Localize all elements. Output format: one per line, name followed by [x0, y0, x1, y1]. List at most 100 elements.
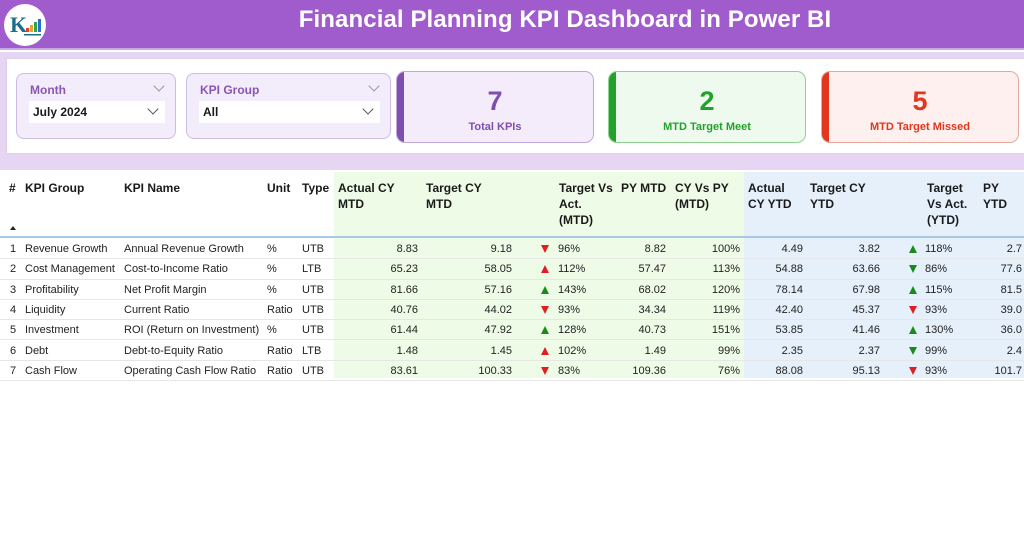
cell-kpi-name: Net Profit Margin — [124, 283, 207, 296]
cell-target-vs-act-ytd: 93% — [925, 303, 948, 316]
page-title: Financial Planning KPI Dashboard in Powe… — [298, 6, 832, 33]
cell-kpi-group: Cost Management — [25, 263, 115, 276]
col-header-kpi-name[interactable]: KPI Name — [124, 181, 181, 195]
cell-num: 5 — [10, 324, 17, 337]
col-header-target-vs-act-mtd[interactable]: Target Vs Act. (MTD) — [559, 180, 613, 228]
header-line: Target Vs — [559, 181, 613, 195]
kpi-group-slicer[interactable]: KPI Group All — [186, 73, 391, 139]
kpi-group-dropdown[interactable]: All — [199, 101, 380, 123]
cell-py-ytd: 2.4 — [1006, 344, 1022, 357]
chevron-down-icon[interactable] — [147, 103, 159, 115]
table-row[interactable]: 7 Cash Flow Operating Cash Flow Ratio Ratio… — [0, 361, 1024, 382]
mtd-target-missed-value: 5 — [912, 86, 928, 116]
svg-text:K: K — [10, 12, 27, 37]
cell-actual-cy-ytd: 88.08 — [775, 364, 803, 377]
cell-num: 1 — [10, 243, 17, 255]
card-accent-bar — [609, 72, 616, 142]
triangle-down-icon — [909, 346, 917, 355]
header-line: PY YTD — [983, 181, 1007, 211]
month-slicer[interactable]: Month July 2024 — [16, 73, 176, 139]
cell-kpi-name: Cost-to-Income Ratio — [124, 263, 228, 276]
col-header-cy-vs-py-mtd[interactable]: CY Vs PY (MTD) — [675, 180, 729, 212]
header-line: Target CY — [810, 181, 866, 195]
cell-target-cy-ytd: 2.37 — [858, 344, 880, 357]
chevron-down-icon[interactable] — [362, 103, 374, 115]
col-header-kpi-group[interactable]: KPI Group — [25, 181, 85, 195]
card-accent-bar — [822, 72, 829, 142]
total-kpis-card: 7 Total KPIs — [396, 71, 594, 143]
mtd-target-meet-label: MTD Target Meet — [663, 121, 751, 133]
triangle-down-icon — [541, 305, 549, 314]
cell-py-mtd: 34.34 — [638, 303, 666, 316]
cell-actual-cy-mtd: 61.44 — [390, 324, 418, 337]
cell-cy-vs-py-mtd: 113% — [712, 263, 740, 276]
col-header-unit[interactable]: Unit — [267, 181, 291, 195]
col-header-type[interactable]: Type — [302, 181, 330, 195]
cell-target-cy-mtd: 9.18 — [490, 243, 512, 255]
cell-actual-cy-ytd: 42.40 — [775, 303, 803, 316]
cell-py-mtd: 68.02 — [638, 283, 666, 296]
cell-actual-cy-ytd: 78.14 — [775, 283, 803, 296]
cell-py-ytd: 2.7 — [1006, 243, 1022, 255]
cell-target-cy-ytd: 63.66 — [852, 263, 880, 276]
col-header-target-cy-ytd[interactable]: Target CY YTD — [810, 180, 866, 212]
table-row[interactable]: 4 Liquidity Current Ratio Ratio UTB 40.76 44.0… — [0, 300, 1024, 321]
cell-unit: % — [267, 263, 277, 276]
cell-target-cy-mtd: 100.33 — [478, 364, 512, 377]
collapse-chevron-icon[interactable] — [368, 80, 380, 92]
mtd-target-meet-value: 2 — [699, 86, 715, 116]
col-header-actual-cy-ytd[interactable]: Actual CY YTD — [748, 180, 792, 212]
cell-unit: Ratio — [267, 303, 293, 316]
cell-type: UTB — [302, 303, 324, 316]
cell-num: 4 — [10, 303, 17, 316]
sort-ascending-icon[interactable] — [10, 226, 16, 230]
cell-target-cy-ytd: 67.98 — [852, 283, 880, 296]
header-bar: K Financial Planning KPI Dashboard in Po… — [0, 0, 1024, 50]
cell-target-vs-act-ytd: 99% — [925, 344, 948, 357]
cell-py-ytd: 77.6 — [1000, 263, 1022, 276]
mtd-section-background — [334, 172, 744, 378]
cell-unit: % — [267, 324, 277, 337]
table-row[interactable]: 3 Profitability Net Profit Margin% UTB 81.66… — [0, 280, 1024, 300]
mtd-target-meet-card: 2 MTD Target Meet — [608, 71, 806, 143]
triangle-up-icon — [541, 285, 549, 294]
company-logo-icon: K — [4, 4, 46, 46]
month-dropdown[interactable]: July 2024 — [29, 101, 165, 123]
table-row[interactable]: 1 Revenue Growth Annual Revenue Growth% UTB… — [0, 239, 1024, 260]
col-header-num[interactable]: # — [9, 181, 16, 195]
cell-target-vs-act-mtd: 143% — [558, 283, 587, 296]
cell-actual-cy-mtd: 65.23 — [390, 263, 418, 276]
cell-target-vs-act-ytd: 130% — [925, 324, 954, 337]
cell-type: UTB — [302, 283, 324, 296]
header-line: YTD — [810, 197, 834, 211]
table-row[interactable]: 2 Cost Management Cost-to-Income Ratio% LTB… — [0, 259, 1024, 280]
col-header-actual-cy-mtd[interactable]: Actual CY MTD — [338, 180, 395, 212]
cell-actual-cy-mtd: 83.61 — [390, 364, 418, 377]
cell-target-vs-act-mtd: 83% — [558, 364, 581, 377]
collapse-chevron-icon[interactable] — [153, 80, 165, 92]
cell-unit: % — [267, 283, 277, 296]
table-row[interactable]: 5 Investment ROI (Return on Investment)% UT… — [0, 320, 1024, 341]
kpi-group-slicer-label: KPI Group — [200, 83, 260, 97]
cell-cy-vs-py-mtd: 119% — [712, 303, 740, 316]
col-header-py-ytd[interactable]: PY YTD — [983, 180, 1024, 212]
cell-actual-cy-ytd: 53.85 — [775, 324, 803, 337]
cell-kpi-group: Cash Flow — [25, 364, 77, 377]
col-header-target-vs-act-ytd[interactable]: Target Vs Act. (YTD) — [927, 180, 967, 228]
header-line: CY YTD — [748, 197, 792, 211]
cell-target-vs-act-ytd: 93% — [925, 364, 948, 377]
mtd-target-missed-label: MTD Target Missed — [869, 121, 971, 133]
table-row[interactable]: 6 Debt Debt-to-Equity Ratio Ratio LTB 1.48 1.4… — [0, 341, 1024, 361]
cell-target-cy-ytd: 95.13 — [852, 364, 880, 377]
col-header-py-mtd[interactable]: PY MTD — [621, 180, 666, 196]
cell-target-cy-ytd: 3.82 — [858, 243, 880, 255]
header-line: Actual CY — [338, 181, 395, 195]
cell-actual-cy-ytd: 54.88 — [775, 263, 803, 276]
total-kpis-label: Total KPIs — [468, 121, 522, 133]
cell-kpi-name: Debt-to-Equity Ratio — [124, 344, 224, 357]
cell-target-vs-act-mtd: 93% — [558, 303, 581, 316]
header-line: (MTD) — [559, 213, 593, 227]
col-header-target-cy-mtd[interactable]: Target CY MTD — [426, 180, 482, 212]
cell-type: UTB — [302, 243, 324, 255]
cell-py-ytd: 39.0 — [1000, 303, 1022, 316]
